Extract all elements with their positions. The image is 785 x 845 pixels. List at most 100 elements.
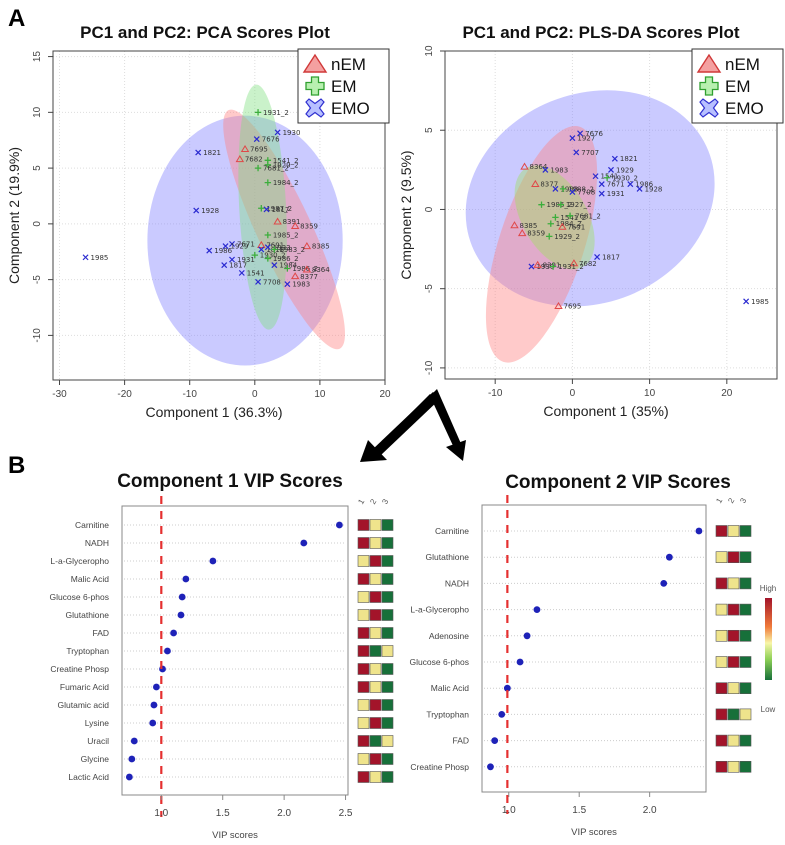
plus-marker: [566, 212, 574, 219]
feature-label: Carnitine: [435, 526, 469, 536]
data-point: 8359: [290, 221, 318, 231]
data-point: 1988_2: [559, 185, 594, 193]
vip-point: [149, 719, 157, 727]
heat-cell: [357, 519, 370, 531]
heat-cell: [381, 699, 394, 711]
data-point: 1817: [594, 253, 620, 261]
point-label: 8359: [527, 230, 545, 238]
vip-point: [503, 684, 511, 692]
y-tick-label: -10: [32, 328, 43, 343]
vip-point: [487, 763, 494, 771]
heat-scale-low-label: Low: [761, 705, 776, 714]
data-point: 8377: [531, 179, 558, 189]
plus-marker: [552, 214, 559, 221]
data-point: 7708: [569, 189, 595, 197]
x-marker: [528, 263, 535, 270]
x-marker: [193, 207, 200, 214]
data-point: 7671: [598, 181, 625, 189]
point-label: 1928: [201, 207, 219, 215]
heat-cell: [715, 734, 728, 747]
point-label: 1930: [536, 263, 554, 271]
heat-cell: [715, 629, 728, 642]
heat-cell: [715, 603, 728, 616]
point-label: 1986: [214, 247, 232, 255]
point-label: 1988: [560, 185, 578, 193]
triangle-marker: [510, 221, 519, 229]
data-point: 7691: [558, 222, 585, 231]
data-point: 8385: [302, 241, 330, 251]
x-marker: [743, 298, 750, 305]
data-point: 7681_2: [566, 212, 601, 220]
heat-cell: [369, 609, 382, 621]
point-label: 7682: [245, 156, 263, 164]
heat-cell: [739, 760, 752, 773]
feature-label: Fumaric Acid: [60, 682, 109, 692]
x-marker: [222, 243, 229, 250]
plus-marker: [284, 265, 291, 272]
x-tick-label: 20: [379, 389, 391, 400]
data-point: 8364: [302, 265, 330, 274]
heat-cell: [357, 699, 370, 711]
point-label: 7681_2: [263, 165, 289, 173]
point-label: 1985: [751, 298, 769, 306]
y-tick-label: 5: [32, 165, 43, 171]
feature-label: L-a-Glycerophо: [50, 556, 109, 566]
x-tick-label: 10: [644, 388, 656, 399]
data-point: 1931: [598, 190, 625, 198]
panel-label-b: B: [8, 452, 25, 479]
x-tick-label: 2.0: [643, 805, 657, 816]
data-point: 1984_2: [547, 220, 582, 228]
heat-cell: [727, 656, 740, 668]
point-label: 8385: [312, 243, 330, 251]
heat-cell: [369, 645, 382, 657]
x-marker: [598, 181, 605, 188]
data-point: 1931_2: [254, 109, 289, 117]
triangle-marker: [235, 155, 245, 163]
point-label: 7681_2: [575, 212, 601, 220]
data-point: 8377: [290, 272, 318, 281]
data-point: 1541: [238, 269, 265, 277]
x-marker: [542, 166, 549, 173]
data-point: 1541: [592, 173, 618, 181]
heat-cell: [381, 537, 394, 549]
data-point: 8391: [533, 260, 560, 269]
point-label: 1931_2: [558, 263, 584, 271]
y-tick-label: 0: [424, 206, 435, 212]
data-point: 7707: [573, 149, 599, 157]
point-label: 1931: [607, 190, 625, 198]
data-point: 1985: [82, 254, 109, 262]
vip-point: [152, 683, 160, 691]
point-label: 1987_2: [266, 205, 292, 213]
legend: nEM EM EMO: [297, 48, 390, 124]
plot-title: PC1 and PC2: PCA Scores Plot: [80, 23, 330, 42]
confidence-ellipse-em: [238, 84, 287, 330]
feature-label: Creatine Phosp: [50, 664, 109, 674]
plus-marker: [264, 161, 272, 168]
x-marker: [636, 185, 643, 192]
data-point: 7681_2: [254, 165, 289, 173]
point-label: 1983: [292, 281, 310, 289]
data-point: 7695: [240, 144, 268, 154]
point-label: 1985: [91, 254, 109, 262]
feature-label: Lactic Acid: [68, 772, 109, 782]
data-point: 1927: [569, 135, 595, 143]
point-label: 1988_2: [568, 185, 594, 193]
heat-column-label: 3: [738, 496, 748, 505]
feature-label: Lysine: [85, 718, 110, 728]
heat-cell: [739, 734, 752, 747]
x-tick-label: -10: [488, 388, 503, 399]
data-point: 1984: [271, 262, 298, 270]
x-marker: [592, 173, 599, 180]
heat-cell: [381, 609, 394, 621]
vip-point: [300, 539, 308, 547]
triangle-marker: [569, 259, 579, 267]
heat-cell: [727, 577, 740, 590]
triangle-marker: [520, 162, 529, 170]
heat-cell: [381, 645, 394, 657]
x-marker: [82, 254, 89, 261]
heat-column-label: 2: [726, 496, 736, 505]
x-marker: [271, 262, 278, 269]
y-tick-label: -5: [424, 284, 435, 293]
